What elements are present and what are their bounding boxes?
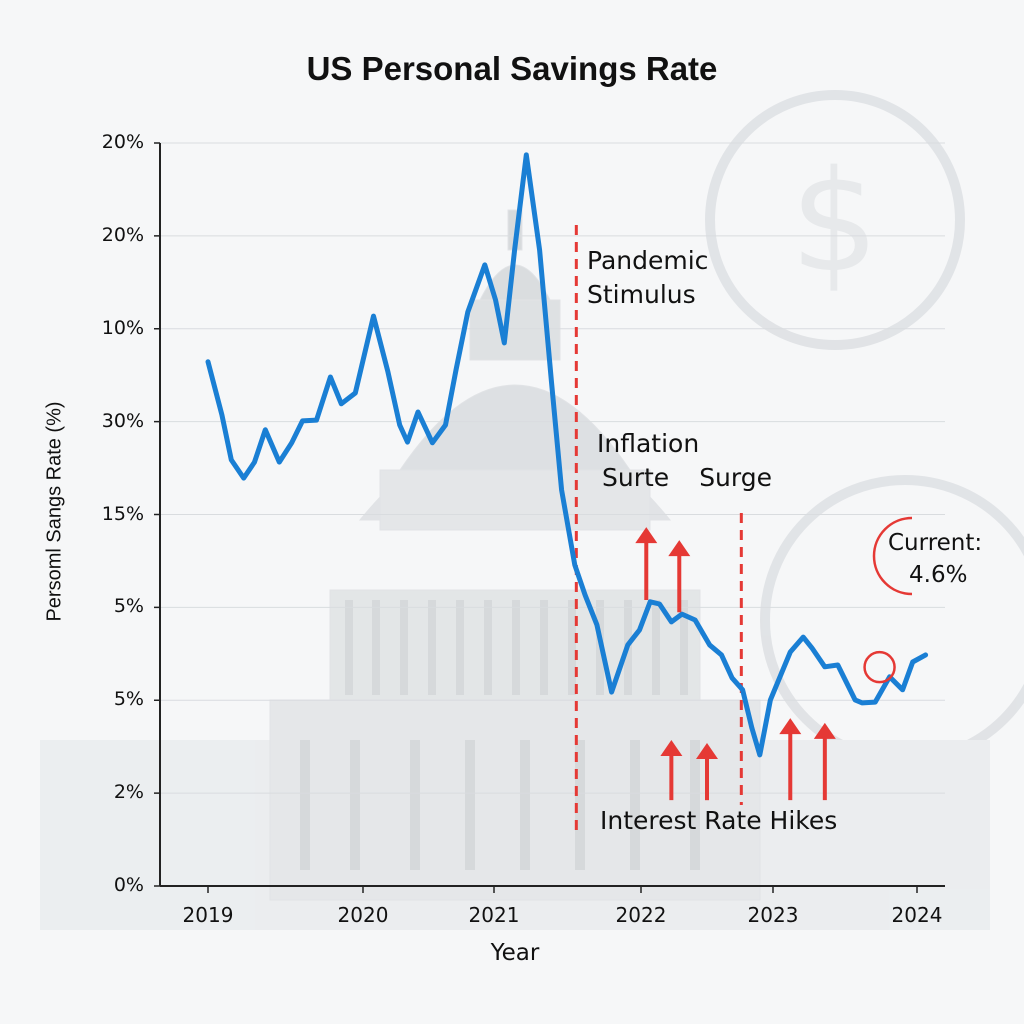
y-tick-label: 5% [113,595,144,618]
annotation-interest-rate-hikes: Interest Rate Hikes [600,806,838,835]
svg-text:$: $ [790,141,879,304]
annotation-text: Stimulus [587,280,696,309]
y-tick-label: 20% [101,131,144,153]
up-arrow-head-icon [660,740,683,757]
y-tick-label: 2% [113,781,144,804]
y-axis-label: Persoml Sangs Rate (%) [43,401,66,622]
current-callout-arc [872,516,913,596]
chart-title: US Personal Savings Rate [306,50,718,87]
x-tick-label: 2023 [747,903,799,927]
annotation-text: Current: [888,530,983,556]
current-value-marker [863,650,896,684]
annotation-text: Pandemic [587,246,709,275]
annotation-text: Surte [602,463,670,492]
up-arrow-head-icon [635,527,658,544]
up-arrow-head-icon [668,540,691,557]
y-tick-label: 5% [113,688,144,711]
dollar-coin-icon [705,90,965,350]
annotation-inflation-surge: Inflation Surte Surge [597,427,772,495]
y-tick-label: 20% [101,223,144,246]
savings-rate-line [205,152,929,758]
annotation-pandemic-stimulus: Pandemic Stimulus [587,244,708,312]
x-axis-label: Year [490,940,540,966]
x-tick-label: 2019 [182,903,234,927]
y-tick-label: 15% [101,502,144,525]
annotation-text: 4.6% [909,562,968,588]
up-arrow-head-icon [696,742,718,759]
x-tick-label: 2021 [468,903,520,927]
x-tick-label: 2020 [337,903,389,927]
x-tick-label: 2024 [891,903,943,927]
y-tick-label: 10% [101,316,144,339]
annotation-text: Inflation [597,429,700,458]
up-arrow-head-icon [779,718,802,735]
annotation-current: Current: 4.6% [888,527,982,591]
annotation-text: Surge [699,463,772,492]
up-arrow-head-icon [813,722,836,739]
x-tick-label: 2022 [615,903,667,927]
y-tick-label: 30% [101,409,144,432]
y-tick-label: 0% [113,874,144,896]
